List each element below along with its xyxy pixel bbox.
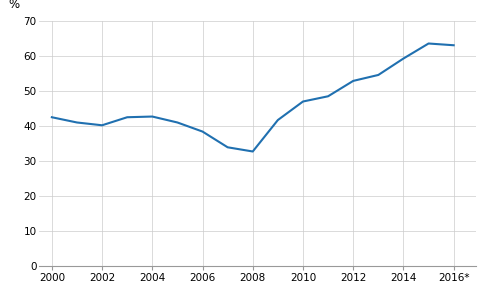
Text: %: % [9, 0, 20, 11]
